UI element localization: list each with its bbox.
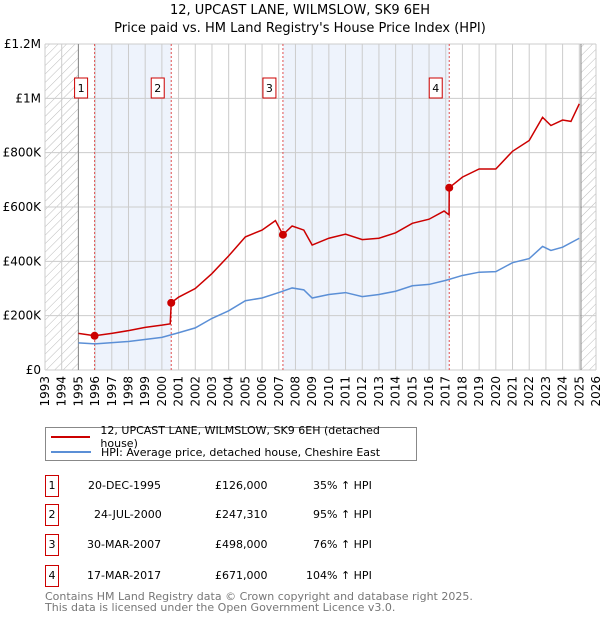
x-tick-label: 1993 [38,376,52,407]
x-tick-label: 1994 [55,376,69,407]
x-tick-label: 2022 [522,376,536,407]
sale-row: 1 20-DEC-1995 £126,000 35% ↑ HPI [45,475,445,497]
sale-hpi: 76% ↑ HPI [313,538,372,551]
x-tick-label: 2002 [188,376,202,407]
x-tick-label: 2008 [288,376,302,407]
x-tick-label: 2011 [339,376,353,407]
sale-label-box [74,77,89,99]
sale-label-box [150,77,165,99]
sale-marker: 4 [45,565,59,587]
sale-row: 4 17-MAR-2017 £671,000 104% ↑ HPI [45,565,445,587]
x-tick-label: 2014 [389,376,403,407]
x-tick-label: 2023 [539,376,553,407]
x-tick-label: 2025 [572,376,586,407]
sale-price: £498,000 [215,538,268,551]
sale-row: 2 24-JUL-2000 £247,310 95% ↑ HPI [45,504,445,526]
x-tick-label: 1996 [88,376,102,407]
sale-point [90,331,99,340]
y-tick-label: £800K [3,146,43,160]
sale-price: £126,000 [215,479,268,492]
x-tick-label: 2000 [155,376,169,407]
footer-licence: This data is licensed under the Open Gov… [45,601,396,614]
x-tick-label: 2001 [172,376,186,407]
footer-copyright: Contains HM Land Registry data © Crown c… [45,590,473,603]
x-tick-label: 2016 [422,376,436,407]
x-tick-label: 2020 [489,376,503,407]
chart-title: 12, UPCAST LANE, WILMSLOW, SK9 6EH [169,3,431,18]
x-tick-label: 2015 [405,376,419,407]
x-tick-label: 2019 [472,376,486,407]
x-tick-label: 2018 [455,376,469,407]
sale-hpi: 95% ↑ HPI [313,508,372,521]
sale-row: 3 30-MAR-2007 £498,000 76% ↑ HPI [45,534,445,556]
legend-hpi: HPI: Average price, detached house, Ches… [101,445,381,459]
y-tick-label: £400K [3,254,43,268]
sale-hpi: 104% ↑ HPI [306,569,372,582]
sale-point [445,183,454,192]
x-tick-label: 2009 [305,376,319,407]
x-tick-label: 2003 [205,376,219,407]
x-tick-label: 1999 [138,376,152,407]
sale-marker: 2 [45,504,59,526]
legend: 12, UPCAST LANE, WILMSLOW, SK9 6EH (deta… [45,424,417,461]
sale-date: 17-MAR-2017 [87,569,162,582]
sale-point [167,298,176,307]
sale-label: 4 [432,82,439,95]
sale-price: £671,000 [215,569,268,582]
sale-label: 1 [78,82,85,95]
y-tick-label: £1M [15,91,41,105]
sale-label-box [262,77,277,99]
sale-label: 3 [266,82,273,95]
x-tick-label: 2017 [439,376,453,407]
y-tick-label: £600K [3,200,43,214]
sale-label: 2 [154,82,161,95]
sale-label-box [428,77,443,99]
x-tick-label: 2010 [322,376,336,407]
x-tick-label: 2006 [255,376,269,407]
sale-date: 24-JUL-2000 [94,508,162,521]
legend-swatch-price [51,436,91,438]
x-tick-label: 2013 [372,376,386,407]
x-tick-label: 2005 [238,376,252,407]
price-line [78,103,580,337]
x-tick-label: 2012 [355,376,369,407]
y-tick-label: £200K [3,309,43,323]
sale-point [278,230,287,239]
x-tick-label: 2021 [506,376,520,407]
sale-date: 20-DEC-1995 [88,479,162,492]
x-tick-label: 2007 [272,376,286,407]
x-tick-label: 2004 [222,376,236,407]
x-tick-label: 1997 [105,376,119,407]
sale-marker: 1 [45,475,59,497]
sale-marker: 3 [45,534,59,556]
hpi-line [78,237,580,345]
legend-price: 12, UPCAST LANE, WILMSLOW, SK9 6EH (deta… [100,424,380,450]
x-tick-label: 1995 [71,376,85,407]
x-tick-label: 2026 [589,376,600,407]
sale-hpi: 35% ↑ HPI [313,479,372,492]
y-tick-label: £1.2M [4,37,41,51]
x-tick-label: 2024 [556,376,570,407]
legend-swatch-hpi [51,451,91,453]
sale-date: 30-MAR-2007 [87,538,162,551]
sale-price: £247,310 [215,508,268,521]
x-tick-label: 1998 [121,376,135,407]
y-tick-label: £0 [26,363,41,377]
chart-subtitle: Price paid vs. HM Land Registry's House … [114,21,486,36]
price-chart: 1993 1994 1995 1996 1997 1998 1999 2000 2001 2002… [3,37,600,407]
